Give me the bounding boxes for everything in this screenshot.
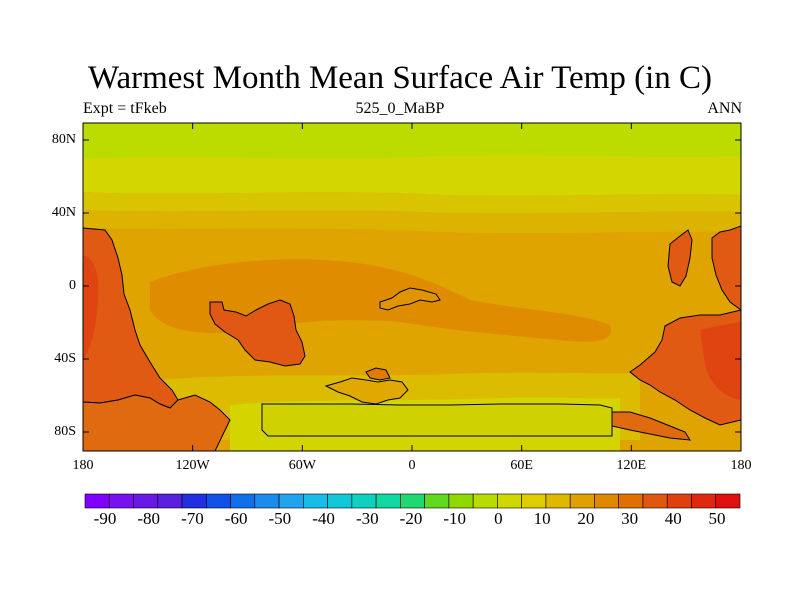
colorbar-swatch: [569, 493, 595, 509]
peninsula-southeast: [609, 411, 691, 441]
lat-label: 40N: [51, 205, 76, 220]
period-label: 525_0_MaBP: [355, 100, 445, 117]
lat-label: 40S: [54, 351, 76, 366]
lon-label: 60E: [510, 458, 533, 473]
colorbar-swatch: [691, 493, 717, 509]
colorbar-swatch: [303, 493, 328, 509]
colorbar-label: -60: [224, 509, 248, 528]
colorbar-label: -20: [399, 509, 423, 528]
colorbar-swatch: [351, 493, 377, 509]
lon-label: 60W: [288, 458, 316, 473]
band-high-north: [83, 123, 741, 161]
colorbar-swatch: [278, 493, 304, 509]
colorbar-label: 0: [494, 509, 503, 528]
colorbar-label: -40: [312, 509, 335, 528]
landmass-southwest: [83, 394, 231, 451]
colorbar-swatch: [594, 493, 620, 509]
colorbar: [84, 493, 741, 509]
band-subtropic-north: [83, 192, 741, 214]
colorbar-swatch: [472, 493, 498, 509]
southern-continent: [261, 403, 613, 437]
colorbar-label: -70: [181, 509, 204, 528]
colorbar-swatch: [618, 493, 644, 509]
band-tropic-edge: [83, 210, 741, 234]
island-north: [379, 287, 441, 311]
colorbar-swatch: [84, 493, 110, 509]
landmass-east-hotspot: [700, 322, 741, 400]
colorbar-swatch: [375, 493, 401, 509]
colorbar-swatch: [521, 493, 547, 509]
colorbar-label: 40: [664, 509, 682, 528]
lon-label: 180: [730, 458, 752, 473]
colorbar-swatch: [181, 493, 207, 509]
latitude-ticks: [83, 139, 741, 433]
colorbar-swatch: [424, 493, 450, 509]
lon-label: 120E: [616, 458, 647, 473]
colorbar-swatch: [108, 493, 134, 509]
map-field: [83, 123, 741, 451]
colorbar-label: -30: [355, 509, 379, 528]
landmass-west-hotspot: [83, 255, 99, 360]
colorbar-swatch: [448, 493, 474, 509]
colorbar-swatch: [497, 493, 522, 509]
landmass-northeast: [711, 225, 741, 311]
islet-south: [365, 367, 391, 381]
colorbar-swatch: [666, 493, 692, 509]
map-title: Warmest Month Mean Surface Air Temp (in …: [87, 60, 713, 96]
experiment-label: Expt = tFkeb: [83, 100, 167, 117]
band-mid-north: [83, 155, 741, 196]
colorbar-swatch: [230, 493, 256, 509]
colorbar-swatch: [157, 493, 183, 509]
lat-label: 80S: [54, 424, 76, 439]
colorbar-swatch: [545, 493, 571, 509]
interior-landmass: [209, 299, 306, 367]
lat-label: 80N: [51, 132, 76, 147]
island-south: [324, 377, 409, 405]
colorbar-label: -80: [137, 509, 161, 528]
colorbar-label: 30: [621, 509, 639, 528]
colorbar-label: 20: [577, 509, 595, 528]
colorbar-swatch: [133, 493, 159, 509]
colorbar-label: -90: [93, 509, 117, 528]
island-east: [667, 229, 693, 287]
colorbar-label: 10: [533, 509, 551, 528]
lon-label: 180: [72, 458, 94, 473]
colorbar-swatch: [254, 493, 280, 509]
lat-label: 0: [69, 278, 76, 293]
colorbar-swatch: [400, 493, 425, 509]
colorbar-label: -50: [268, 509, 292, 528]
longitude-ticks: [82, 123, 742, 451]
colorbar-label: -10: [443, 509, 467, 528]
lon-label: 0: [408, 458, 416, 473]
colorbar-swatch: [715, 493, 741, 509]
colorbar-swatch: [327, 493, 353, 509]
season-label: ANN: [707, 100, 742, 117]
colorbar-label: 50: [708, 509, 726, 528]
colorbar-swatch: [205, 493, 231, 509]
lon-label: 120W: [175, 458, 210, 473]
colorbar-swatch: [642, 493, 668, 509]
